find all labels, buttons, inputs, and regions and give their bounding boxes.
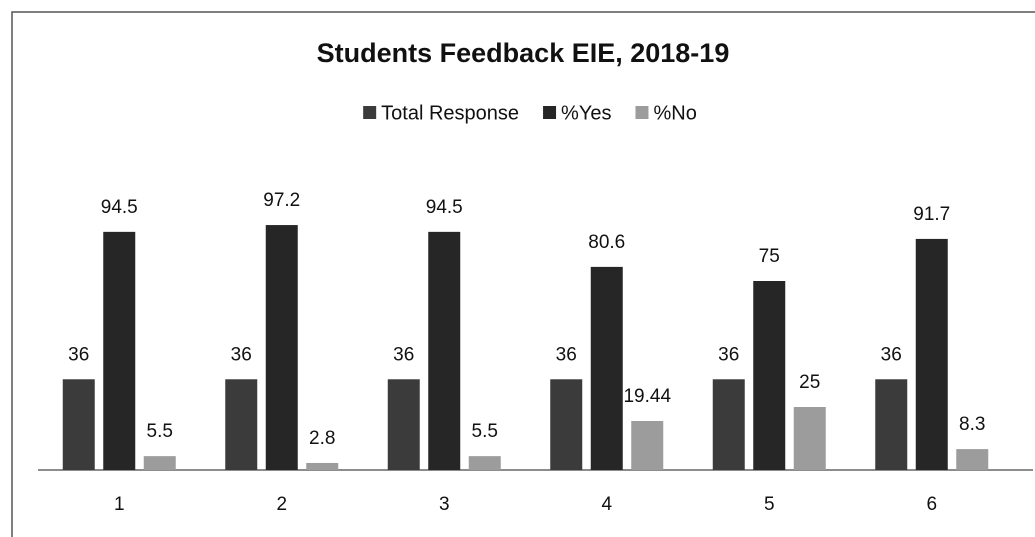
legend-swatch [635, 106, 649, 119]
bar [590, 266, 623, 470]
data-label: 36 [231, 344, 252, 365]
data-label: 25 [799, 372, 820, 393]
data-label: 94.5 [426, 197, 463, 218]
bar [631, 421, 664, 470]
data-label: 94.5 [101, 197, 138, 218]
data-label: 36 [68, 344, 89, 365]
bar [753, 281, 786, 470]
legend-label: Total Response [381, 102, 519, 124]
data-label: 36 [718, 344, 739, 365]
data-label: 5.5 [147, 421, 173, 442]
x-tick-label: 1 [114, 494, 125, 515]
bar [428, 231, 461, 470]
bar [306, 462, 339, 470]
data-label: 97.2 [263, 190, 300, 211]
data-label: 8.3 [959, 414, 985, 435]
data-label: 36 [556, 344, 577, 365]
bar [225, 379, 258, 470]
legend-swatch [363, 106, 377, 119]
bar [387, 379, 420, 470]
data-label: 36 [393, 344, 414, 365]
x-tick-label: 3 [439, 494, 450, 515]
bar [915, 238, 948, 470]
bar [103, 231, 136, 470]
legend-label: %No [653, 102, 696, 124]
chart-frame [11, 11, 1035, 537]
bar [712, 379, 745, 470]
data-label: 19.44 [623, 386, 671, 407]
data-label: 75 [759, 246, 780, 267]
data-label: 5.5 [472, 421, 498, 442]
bar [793, 407, 826, 470]
x-tick-label: 2 [276, 494, 287, 515]
bar [875, 379, 908, 470]
x-tick-label: 5 [764, 494, 775, 515]
data-label: 36 [881, 344, 902, 365]
bar [62, 379, 95, 470]
bar [468, 456, 501, 470]
data-label: 91.7 [913, 204, 950, 225]
x-tick-label: 4 [601, 494, 612, 515]
bar [550, 379, 583, 470]
bar [265, 225, 298, 470]
legend-swatch [543, 106, 557, 119]
bar [143, 456, 176, 470]
bar [956, 449, 989, 470]
data-label: 2.8 [309, 428, 335, 449]
data-label: 80.6 [588, 232, 625, 253]
legend-label: %Yes [561, 102, 611, 124]
chart-title: Students Feedback EIE, 2018-19 [317, 38, 730, 68]
x-tick-label: 6 [926, 494, 937, 515]
